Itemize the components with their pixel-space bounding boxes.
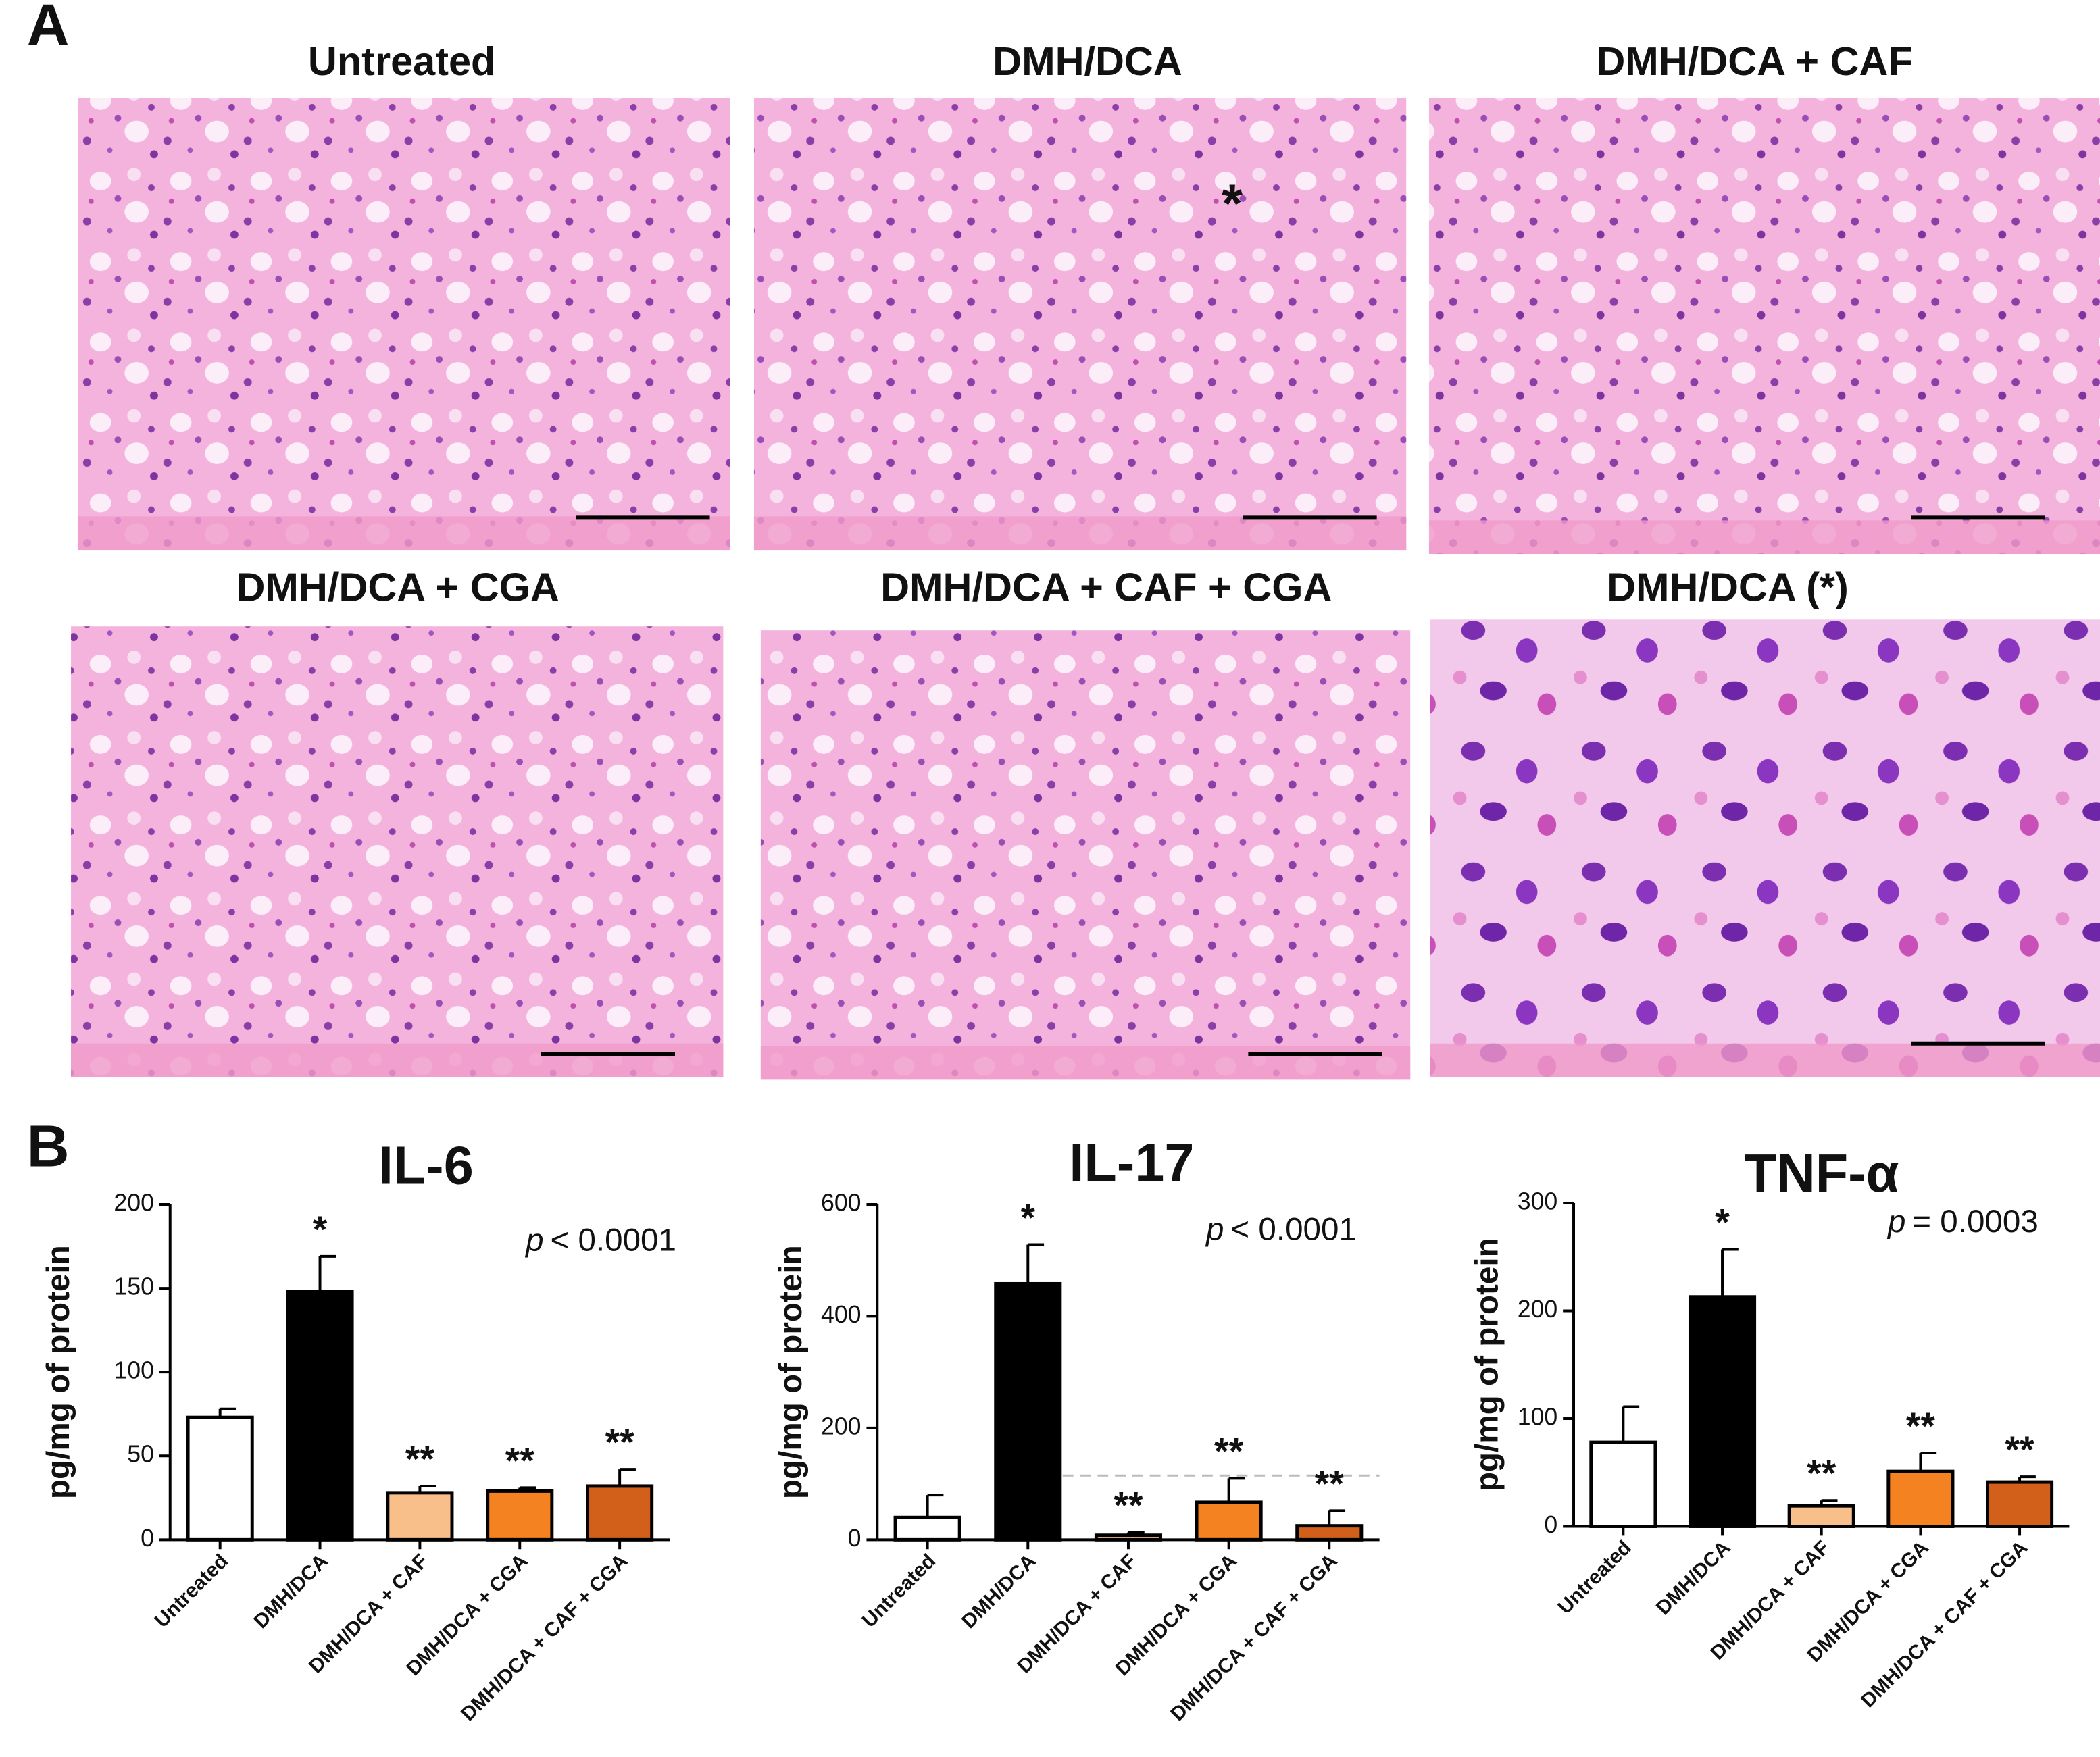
histology-image xyxy=(1430,619,2100,1077)
p-number: = 0.0003 xyxy=(1912,1203,2038,1239)
y-tick-label: 100 xyxy=(1518,1403,1557,1430)
bar xyxy=(186,1415,254,1542)
bar xyxy=(1787,1504,1855,1528)
y-tick-label: 0 xyxy=(1544,1511,1557,1538)
bar xyxy=(1986,1480,2054,1528)
x-tick-label: Untreated xyxy=(1553,1536,1635,1619)
x-tick-label: DMH/DCA + CAF + CGA xyxy=(457,1550,632,1725)
bar xyxy=(1295,1524,1364,1542)
y-tick-label: 50 xyxy=(127,1441,154,1468)
chart-title: TNF-α xyxy=(1744,1143,1899,1203)
y-axis-label: pg/mg of protein xyxy=(1470,1238,1505,1492)
bar xyxy=(586,1484,654,1542)
bar xyxy=(286,1290,354,1542)
p-symbol: p xyxy=(524,1222,543,1258)
significance-label: ** xyxy=(1906,1405,1936,1447)
tissue-band xyxy=(753,516,1407,551)
x-tick-label: DMH/DCA xyxy=(1652,1536,1735,1619)
bar xyxy=(1589,1440,1657,1528)
significance-label: ** xyxy=(1114,1484,1143,1526)
bar xyxy=(1886,1469,1955,1528)
bar xyxy=(893,1515,961,1542)
y-tick-label: 150 xyxy=(114,1273,153,1300)
y-axis-label: pg/mg of protein xyxy=(41,1245,76,1499)
p-value: p < 0.0001 xyxy=(524,1222,676,1258)
significance-label: ** xyxy=(505,1440,535,1481)
histology-image xyxy=(71,626,724,1077)
image-title: DMH/DCA xyxy=(993,39,1182,84)
histology-image xyxy=(77,97,730,551)
y-tick-label: 400 xyxy=(821,1301,861,1328)
significance-label: ** xyxy=(605,1421,635,1463)
x-tick-label: DMH/DCA xyxy=(249,1550,332,1633)
p-value: p < 0.0001 xyxy=(1205,1211,1357,1247)
panel-label: B xyxy=(27,1114,70,1179)
bar xyxy=(386,1491,454,1542)
chart-title: IL-17 xyxy=(1069,1132,1194,1192)
panel-label: A xyxy=(27,0,70,58)
y-tick-label: 300 xyxy=(1518,1188,1557,1215)
image-title: DMH/DCA (*) xyxy=(1607,564,1849,609)
image-marker: * xyxy=(1222,174,1243,234)
image-title: Untreated xyxy=(308,39,495,84)
y-tick-label: 100 xyxy=(114,1357,153,1384)
y-tick-label: 200 xyxy=(1518,1296,1557,1323)
bar xyxy=(1688,1295,1757,1528)
significance-label: ** xyxy=(405,1438,435,1480)
p-number: < 0.0001 xyxy=(550,1222,676,1258)
significance-label: ** xyxy=(1315,1462,1345,1504)
image-title: DMH/DCA + CAF + CGA xyxy=(880,564,1332,609)
significance-label: ** xyxy=(2005,1429,2034,1471)
y-tick-label: 0 xyxy=(848,1525,861,1552)
bar xyxy=(994,1281,1062,1542)
significance-label: ** xyxy=(1214,1430,1244,1472)
x-tick-label: Untreated xyxy=(858,1550,940,1632)
chart-title: IL-6 xyxy=(378,1135,474,1195)
significance-label: * xyxy=(313,1208,328,1250)
tissue-band xyxy=(1428,520,2100,555)
y-tick-label: 200 xyxy=(821,1412,861,1440)
significance-label: ** xyxy=(1807,1452,1836,1494)
histology-image xyxy=(753,97,1407,551)
p-number: < 0.0001 xyxy=(1230,1211,1356,1247)
x-tick-label: DMH/DCA + CAF + CGA xyxy=(1857,1536,2032,1712)
histology-image xyxy=(760,630,1411,1080)
y-axis-label: pg/mg of protein xyxy=(773,1245,809,1499)
significance-label: * xyxy=(1715,1201,1730,1243)
significance-label: * xyxy=(1020,1196,1035,1238)
x-tick-label: DMH/DCA + CAF + CGA xyxy=(1166,1550,1342,1725)
bar xyxy=(1195,1500,1263,1542)
p-symbol: p xyxy=(1886,1203,1905,1239)
p-symbol: p xyxy=(1205,1211,1224,1247)
image-title: DMH/DCA + CAF xyxy=(1596,39,1912,84)
histology-image xyxy=(1428,97,2100,555)
x-tick-label: Untreated xyxy=(151,1550,232,1632)
tissue-band xyxy=(77,516,730,551)
tissue-band xyxy=(760,1046,1411,1080)
y-tick-label: 600 xyxy=(821,1189,861,1216)
tissue-band xyxy=(71,1043,724,1077)
y-tick-label: 200 xyxy=(114,1189,153,1216)
tissue-band xyxy=(1430,1043,2100,1077)
x-tick-label: DMH/DCA xyxy=(957,1550,1041,1633)
y-tick-label: 0 xyxy=(141,1525,154,1552)
bar xyxy=(1094,1533,1163,1542)
bar xyxy=(486,1489,554,1542)
image-title: DMH/DCA + CGA xyxy=(236,564,559,609)
p-value: p = 0.0003 xyxy=(1886,1203,2039,1239)
